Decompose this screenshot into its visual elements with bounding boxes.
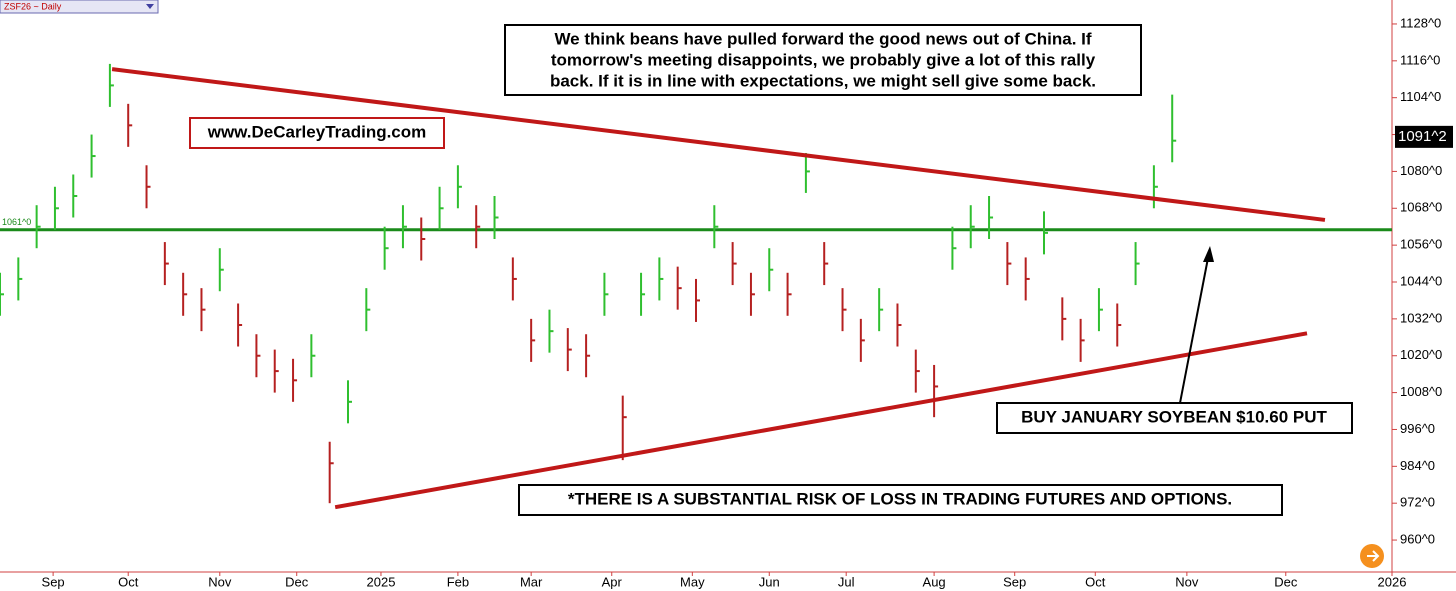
- x-tick-label: Apr: [602, 574, 623, 589]
- x-tick-label: Aug: [923, 574, 946, 589]
- x-tick-label: Nov: [1175, 574, 1199, 589]
- disclaimer: *THERE IS A SUBSTANTIAL RISK OF LOSS IN …: [568, 489, 1232, 508]
- x-tick-label: Jul: [838, 574, 855, 589]
- x-tick-label: Dec: [285, 574, 309, 589]
- comment-box: [504, 24, 1142, 96]
- y-tick-label: 984^0: [1400, 458, 1435, 473]
- x-tick-label: Sep: [1003, 574, 1026, 589]
- dropdown-icon[interactable]: [146, 4, 154, 9]
- x-tick-label: 2026: [1378, 574, 1407, 589]
- x-tick-label: Feb: [447, 574, 469, 589]
- y-tick-label: 972^0: [1400, 495, 1435, 510]
- marks: [0, 63, 1392, 510]
- y-tick-label: 1056^0: [1400, 237, 1442, 252]
- y-tick-label: 1032^0: [1400, 310, 1442, 325]
- arrow-shaft: [1179, 257, 1209, 404]
- trade-box: [996, 402, 1353, 434]
- last-price-box: [1395, 125, 1453, 148]
- x-tick-label: Nov: [208, 574, 232, 589]
- trendline: [111, 67, 1326, 222]
- website: www.DeCarleyTrading.com: [207, 122, 427, 141]
- y-tick-label: 1104^0: [1400, 89, 1441, 104]
- y-tick-label: 1020^0: [1400, 347, 1442, 362]
- y-tick-label: 960^0: [1400, 531, 1435, 546]
- support-label: 1061^0: [2, 217, 31, 227]
- comment-line: tomorrow's meeting disappoints, we proba…: [551, 50, 1096, 69]
- y-tick-label: 996^0: [1400, 421, 1435, 436]
- x-tick-label: Jun: [759, 574, 780, 589]
- y-tick-label: 1008^0: [1400, 384, 1442, 399]
- x-tick-label: Oct: [1085, 574, 1106, 589]
- y-tick-label: 1128^0: [1400, 15, 1441, 30]
- symbol-box[interactable]: [0, 0, 159, 14]
- comment-line: We think beans have pulled forward the g…: [554, 29, 1091, 48]
- comment-line: back. If it is in line with expectations…: [550, 71, 1096, 90]
- y-tick-label: 1116^0: [1400, 52, 1440, 67]
- scroll-icon: [1367, 550, 1380, 562]
- x-tick-label: Mar: [520, 574, 543, 589]
- x-tick-label: Dec: [1274, 574, 1298, 589]
- arrow-head: [1203, 246, 1214, 262]
- disclaimer-box: [518, 484, 1283, 516]
- trendline: [334, 331, 1308, 510]
- x-tick-label: May: [680, 574, 705, 589]
- last-price-label: 1091^2: [1398, 128, 1447, 145]
- y-tick-label: 1080^0: [1400, 163, 1442, 178]
- x-tick-label: 2025: [367, 574, 396, 589]
- trade: BUY JANUARY SOYBEAN $10.60 PUT: [1021, 407, 1327, 426]
- symbol-label: ZSF26 ~ Daily: [4, 1, 62, 11]
- y-tick-label: 1068^0: [1400, 200, 1442, 215]
- x-tick-label: Sep: [42, 574, 65, 589]
- x-tick-label: Oct: [118, 574, 139, 589]
- website-box: [189, 117, 445, 149]
- y-tick-label: 1044^0: [1400, 273, 1442, 288]
